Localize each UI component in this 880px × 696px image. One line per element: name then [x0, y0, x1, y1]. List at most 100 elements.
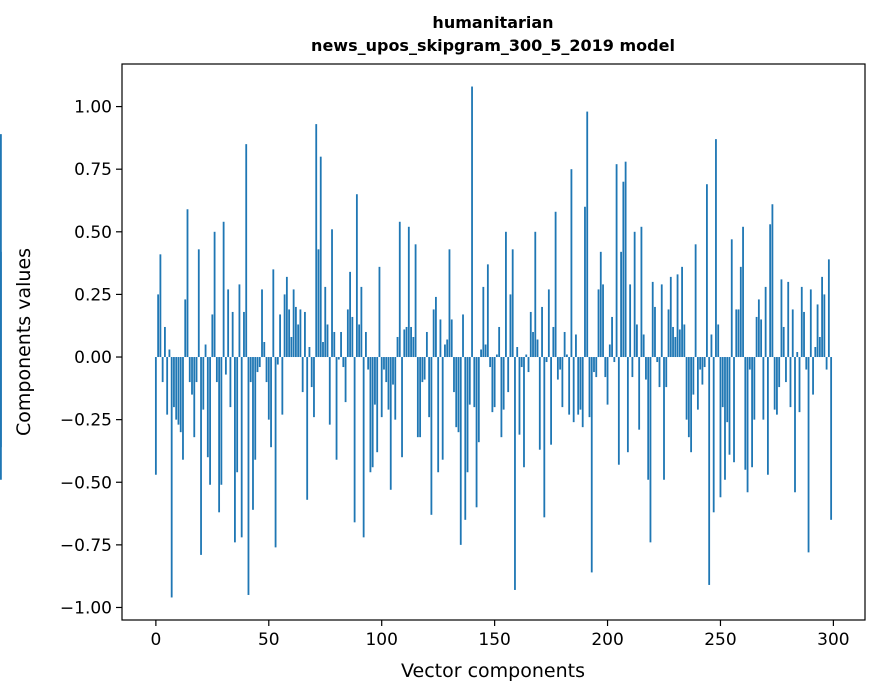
bar	[816, 304, 819, 358]
bar	[776, 357, 778, 415]
bar	[428, 357, 431, 418]
bar	[369, 357, 372, 473]
bar	[538, 357, 541, 450]
bar	[561, 357, 564, 408]
bar	[556, 357, 559, 380]
bar	[188, 357, 191, 383]
bar	[279, 314, 281, 358]
bar	[545, 357, 548, 363]
bar	[177, 357, 180, 425]
bar	[744, 357, 747, 470]
y-tick-label: 0.75	[74, 160, 112, 180]
bar	[258, 357, 261, 368]
bar	[735, 309, 738, 358]
bar	[486, 264, 489, 358]
bar	[830, 357, 833, 520]
bar	[292, 289, 295, 358]
bar	[710, 334, 713, 358]
bar	[685, 357, 688, 420]
bar	[667, 309, 670, 358]
bar	[615, 164, 618, 358]
bar	[638, 357, 641, 430]
bar	[766, 357, 769, 475]
bar	[480, 349, 482, 358]
bar	[308, 347, 311, 358]
bar	[0, 357, 2, 448]
bar	[204, 344, 207, 358]
bar	[803, 311, 805, 358]
bar	[265, 357, 268, 383]
bar	[197, 249, 200, 358]
bar	[489, 357, 492, 368]
bar	[263, 342, 266, 358]
bar	[227, 289, 230, 358]
bar	[403, 329, 406, 358]
bar	[543, 357, 546, 518]
bar	[604, 357, 607, 378]
bar	[157, 294, 160, 358]
bar	[789, 357, 792, 408]
bar	[376, 357, 379, 453]
bar	[394, 357, 397, 420]
bar	[665, 357, 668, 388]
bar	[270, 357, 272, 448]
bar	[780, 279, 783, 358]
bar	[579, 357, 582, 410]
bar	[674, 336, 677, 358]
bar	[236, 357, 239, 473]
bar	[529, 311, 532, 358]
bar	[554, 211, 557, 358]
plot-area-frame	[121, 63, 866, 621]
bar	[597, 289, 600, 358]
x-tick-label: 250	[704, 630, 736, 650]
bar	[785, 357, 787, 383]
bar	[516, 347, 519, 358]
bar	[335, 357, 338, 460]
bar	[552, 326, 555, 358]
bar	[281, 357, 284, 415]
bar	[272, 269, 275, 358]
bar	[170, 357, 173, 598]
bar	[570, 169, 573, 358]
bar	[660, 284, 663, 358]
bar	[159, 254, 162, 358]
bar	[344, 357, 347, 403]
bar	[378, 266, 381, 358]
bar	[581, 357, 584, 428]
bar	[500, 357, 503, 438]
bar	[633, 231, 636, 358]
bar	[453, 357, 455, 393]
bar	[593, 357, 595, 373]
bar	[238, 284, 241, 358]
bar	[624, 161, 627, 358]
bar	[565, 354, 568, 358]
bar	[823, 294, 826, 358]
bar	[805, 357, 808, 370]
bar	[161, 357, 164, 383]
bar	[392, 357, 394, 385]
bar	[629, 284, 632, 358]
bar	[703, 357, 706, 368]
bar	[599, 251, 602, 358]
bar	[360, 286, 363, 358]
bar	[319, 156, 322, 358]
bar	[423, 357, 426, 380]
y-tick-label: −0.75	[60, 536, 112, 556]
bar	[527, 357, 530, 373]
bar	[782, 326, 785, 358]
y-tick-label: 0.50	[74, 223, 112, 243]
bar	[762, 357, 765, 420]
bar	[631, 357, 634, 378]
bar	[575, 334, 577, 358]
bar	[814, 347, 817, 358]
bar	[173, 357, 175, 408]
bar	[202, 357, 205, 410]
bar	[586, 111, 589, 358]
bar	[256, 357, 259, 373]
bar	[708, 357, 711, 585]
bar	[733, 357, 735, 463]
bar	[640, 226, 643, 358]
x-tick-label: 300	[817, 630, 849, 650]
bar	[755, 316, 758, 358]
bar	[800, 286, 803, 358]
